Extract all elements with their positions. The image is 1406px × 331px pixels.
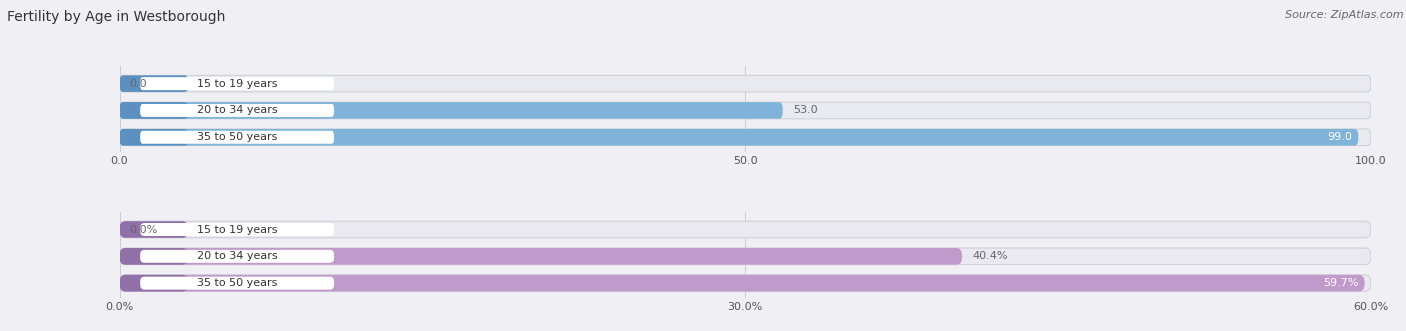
FancyBboxPatch shape <box>141 277 335 290</box>
FancyBboxPatch shape <box>120 221 1371 238</box>
Text: 35 to 50 years: 35 to 50 years <box>197 132 277 142</box>
FancyBboxPatch shape <box>120 102 783 119</box>
Text: 15 to 19 years: 15 to 19 years <box>197 79 277 89</box>
FancyBboxPatch shape <box>120 129 1358 146</box>
FancyBboxPatch shape <box>120 129 188 146</box>
FancyBboxPatch shape <box>120 248 962 265</box>
FancyBboxPatch shape <box>120 275 188 292</box>
FancyBboxPatch shape <box>120 129 1371 146</box>
FancyBboxPatch shape <box>120 248 188 265</box>
FancyBboxPatch shape <box>141 104 335 117</box>
Text: 53.0: 53.0 <box>793 106 817 116</box>
FancyBboxPatch shape <box>120 275 1365 292</box>
Text: Source: ZipAtlas.com: Source: ZipAtlas.com <box>1285 10 1403 20</box>
FancyBboxPatch shape <box>120 221 188 238</box>
Text: 0.0: 0.0 <box>129 79 148 89</box>
FancyBboxPatch shape <box>120 75 1371 92</box>
Text: 15 to 19 years: 15 to 19 years <box>197 224 277 235</box>
FancyBboxPatch shape <box>141 223 335 236</box>
Text: 35 to 50 years: 35 to 50 years <box>197 278 277 288</box>
Text: 40.4%: 40.4% <box>972 251 1008 261</box>
Text: 99.0: 99.0 <box>1327 132 1353 142</box>
FancyBboxPatch shape <box>120 275 1371 292</box>
Text: 20 to 34 years: 20 to 34 years <box>197 106 277 116</box>
Text: 59.7%: 59.7% <box>1323 278 1358 288</box>
FancyBboxPatch shape <box>120 75 188 92</box>
FancyBboxPatch shape <box>120 248 1371 265</box>
FancyBboxPatch shape <box>120 102 1371 119</box>
FancyBboxPatch shape <box>141 77 335 90</box>
FancyBboxPatch shape <box>141 131 335 144</box>
Text: Fertility by Age in Westborough: Fertility by Age in Westborough <box>7 10 225 24</box>
FancyBboxPatch shape <box>141 250 335 263</box>
Text: 0.0%: 0.0% <box>129 224 157 235</box>
Text: 20 to 34 years: 20 to 34 years <box>197 251 277 261</box>
FancyBboxPatch shape <box>120 102 188 119</box>
